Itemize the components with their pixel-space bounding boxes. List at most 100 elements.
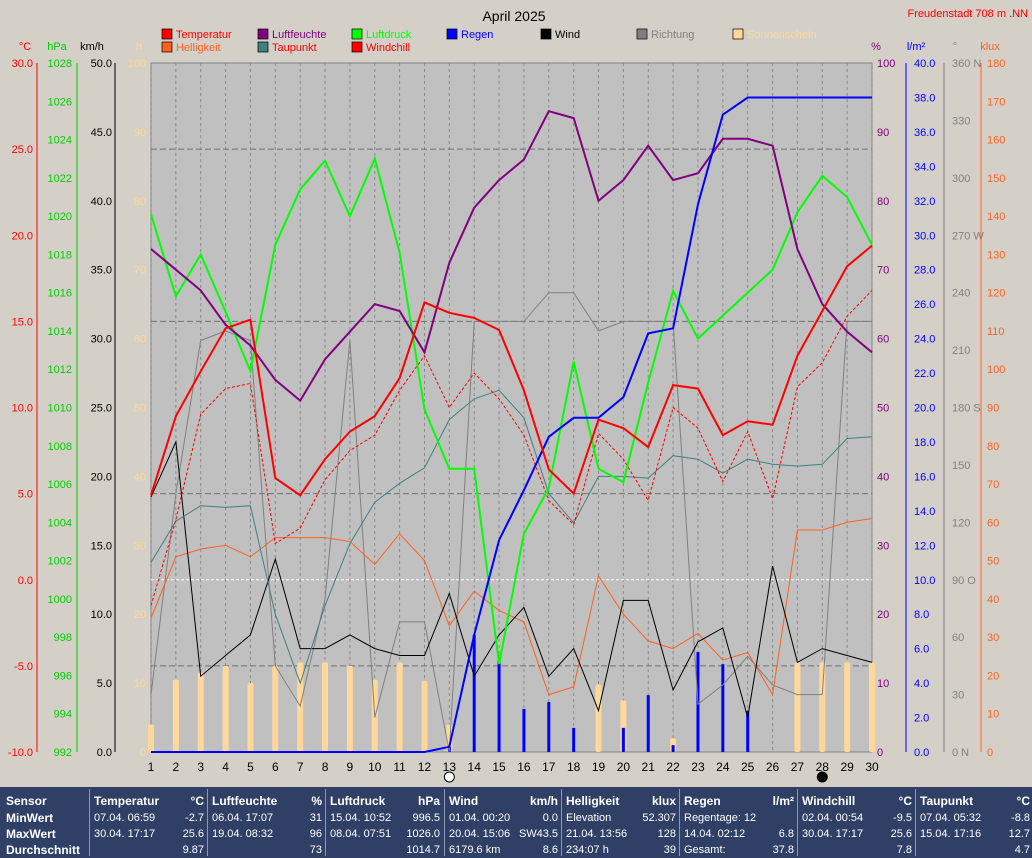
- stats-value: 96: [309, 828, 322, 840]
- stats-label: 14.04. 02:12: [684, 828, 746, 840]
- axis-tick-hpa-5: 1018: [48, 249, 72, 261]
- stats-row-labels: Sensor MinWert MaxWert Durchschnitt: [6, 787, 86, 858]
- x-tick-label: 16: [517, 760, 531, 774]
- stats-value: 996.5: [412, 812, 440, 824]
- axis-tick-klux-4: 140: [987, 211, 1005, 223]
- stats-value: 43.5: [536, 828, 558, 840]
- axis-tick-hpa-0: 1028: [48, 58, 72, 70]
- axis-tick-kmh-6: 20.0: [91, 471, 112, 483]
- stats-cell-row-3: 7.8: [802, 842, 912, 858]
- axis-tick-hpa-9: 1010: [48, 403, 72, 415]
- legend: Temperatur Luftfeuchte Luftdruck Regen Wind R…: [161, 28, 817, 54]
- x-tick-label: 4: [222, 760, 229, 774]
- new-moon-icon: [816, 771, 828, 783]
- stats-value: °C: [1016, 794, 1030, 808]
- weather-chart: April 2025 Freudenstadt 708 m .NN Temper…: [8, 8, 1028, 783]
- statistics-table: Sensor MinWert MaxWert Durchschnitt Temp…: [0, 787, 1032, 858]
- x-tick-label: 10: [368, 760, 382, 774]
- stats-block-taupunkt: Taupunkt °C 07.04. 05:32 -8.8 15.04. 17:16 12…: [920, 787, 1030, 858]
- series-line-helligkeit: [150, 518, 873, 697]
- stats-block-luftfeuchte: Luftfeuchte% 06.04. 17:07 31 19.04. 08:32 96…: [212, 787, 322, 858]
- x-tick-label: 28: [816, 760, 830, 774]
- axis-tick-klux-7: 110: [987, 326, 1005, 338]
- sunshine-bar: [396, 662, 403, 752]
- axis-tick-dir-11: 30: [952, 690, 964, 702]
- axis-tick-kmh-1: 45.0: [91, 127, 112, 139]
- stats-value: 73: [309, 844, 322, 856]
- legend-swatch-4: [540, 28, 552, 40]
- stats-label: Wind: [449, 794, 479, 808]
- axis-tick-pct-9: 10: [877, 678, 889, 690]
- stats-cell-row-3: 1014.7: [330, 842, 440, 858]
- x-tick-label: 1: [148, 760, 155, 774]
- axis-tick-klux-12: 60: [987, 517, 999, 529]
- stats-label: 21.04. 13:56: [566, 828, 628, 840]
- stats-separator: [561, 789, 562, 856]
- axis-tick-temp-3: 15.0: [12, 316, 33, 328]
- x-tick-label: 18: [567, 760, 581, 774]
- axis-tick-h-0: 100: [128, 58, 146, 70]
- sunshine-bar: [197, 672, 204, 752]
- series-line-regen: [151, 96, 872, 753]
- axis-tick-pct-4: 60: [877, 334, 889, 346]
- x-tick-label: 12: [418, 760, 432, 774]
- axis-tick-hpa-17: 994: [54, 709, 72, 721]
- stats-value: 6.8: [778, 828, 794, 840]
- stats-separator: [444, 789, 445, 856]
- axis-tick-klux-6: 120: [987, 288, 1005, 300]
- stats-value: °C: [190, 794, 204, 808]
- axis-tick-klux-9: 90: [987, 403, 999, 415]
- axis-tick-h-4: 60: [134, 334, 146, 346]
- stats-cell-row-2: 19.04. 08:32 96: [212, 826, 322, 842]
- axis-tick-kmh-5: 25.0: [91, 403, 112, 415]
- x-tick-label: 3: [197, 760, 204, 774]
- axis-tick-dir-7: 150: [952, 460, 970, 472]
- x-tick-label: 27: [791, 760, 805, 774]
- rain-bar: [671, 745, 675, 752]
- axis-tick-hpa-12: 1004: [48, 517, 72, 529]
- axis-tick-hpa-18: 992: [54, 747, 72, 759]
- rain-bar: [472, 634, 476, 752]
- axis-tick-hpa-11: 1006: [48, 479, 72, 491]
- axis-tick-klux-11: 70: [987, 479, 999, 491]
- axis-tick-rain-6: 28.0: [914, 265, 935, 277]
- stats-label: Temperatur: [94, 794, 160, 808]
- rain-bar: [721, 664, 725, 752]
- axis-tick-rain-19: 2.0: [914, 713, 929, 725]
- stats-value: -8.8: [1011, 812, 1030, 824]
- axis-tick-rain-3: 34.0: [914, 161, 935, 173]
- axis-tick-dir-2: 300: [952, 173, 970, 185]
- stats-cell-row-0: Helligkeit klux: [566, 793, 676, 809]
- legend-swatch-8: [257, 41, 269, 53]
- stats-label: 30.04. 17:17: [802, 828, 864, 840]
- axis-tick-rain-10: 20.0: [914, 403, 935, 415]
- stats-cell-row-1: 01.04. 00:20 0.0: [449, 810, 558, 826]
- axis-tick-dir-1: 330: [952, 115, 970, 127]
- series-line-luftfeuchte: [150, 110, 873, 403]
- stats-separator: [89, 789, 90, 856]
- stats-cell-row-2: 14.04. 02:12 6.8: [684, 826, 794, 842]
- rain-bar: [497, 657, 501, 752]
- stats-label: Luftfeuchte: [212, 794, 278, 808]
- x-axis: 1 2 3 4 5 6 7 8 9 10 11 12 13 14 15 16 17 18 19 20 21 22 23 24 2…: [148, 760, 879, 783]
- stats-cell-row-2: 30.04. 17:17 25.6: [802, 826, 912, 842]
- axis-tick-rain-12: 16.0: [914, 471, 935, 483]
- stats-value: 25.6: [182, 828, 204, 840]
- stats-value: 128: [657, 828, 676, 840]
- sunshine-bar: [172, 679, 179, 752]
- stats-cell-row-0: Wind km/h: [449, 793, 558, 809]
- axis-tick-rain-14: 12.0: [914, 540, 935, 552]
- axis-tick-rain-7: 26.0: [914, 299, 935, 311]
- x-tick-label: 7: [297, 760, 304, 774]
- stats-value: 1026.0: [406, 828, 440, 840]
- legend-swatch-2: [351, 28, 363, 40]
- stats-separator: [207, 789, 208, 856]
- sunshine-bar: [272, 665, 279, 752]
- x-tick-label: 24: [716, 760, 730, 774]
- axis-tick-rain-1: 38.0: [914, 92, 935, 104]
- stats-value: 52.307: [642, 812, 676, 824]
- axis-tick-kmh-8: 10.0: [91, 609, 112, 621]
- axis-tick-rain-11: 18.0: [914, 437, 935, 449]
- axis-unit-dir: °: [953, 41, 957, 53]
- sunshine-bar: [844, 662, 851, 752]
